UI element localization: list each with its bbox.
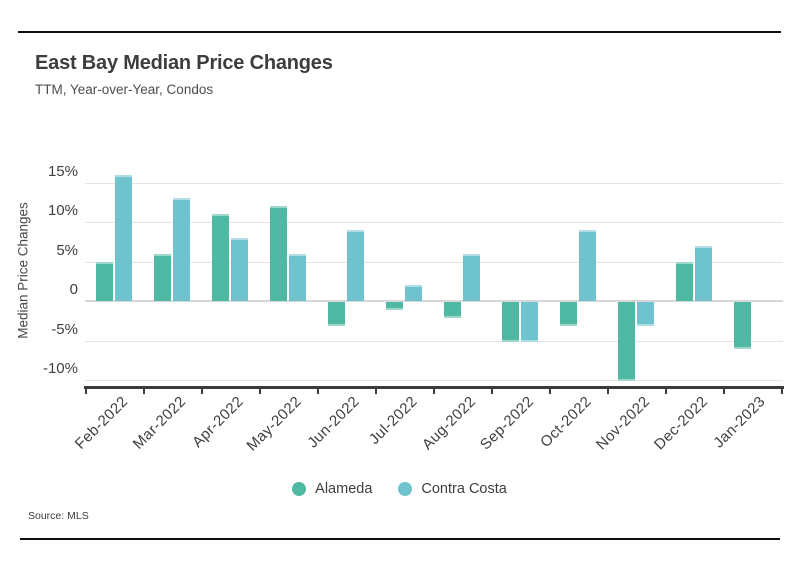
x-axis-tick xyxy=(317,389,319,394)
x-axis-line xyxy=(84,386,784,389)
bar-alameda-aug-2022 xyxy=(444,302,461,318)
x-tick-label-may-2022: May-2022 xyxy=(243,393,306,455)
x-axis-tick xyxy=(85,389,87,394)
gridline--10pct xyxy=(85,380,783,381)
x-axis-tick xyxy=(375,389,377,394)
x-tick-label-sep-2022: Sep-2022 xyxy=(476,393,538,454)
legend-item-alameda: Alameda xyxy=(292,481,372,497)
gridline-10pct xyxy=(85,222,783,223)
y-tick-label-0: 0 xyxy=(69,281,78,298)
y-tick-label-10: 10% xyxy=(47,202,78,219)
contra-costa-legend-dot-icon xyxy=(398,482,413,496)
bar-alameda-jul-2022 xyxy=(386,302,403,310)
x-axis-tick xyxy=(491,389,493,394)
bottom-divider xyxy=(20,538,780,540)
gridline-0pct xyxy=(85,300,783,302)
y-tick-label-5: 5% xyxy=(56,241,78,259)
bar-alameda-apr-2022 xyxy=(212,214,229,301)
legend-label-alameda: Alameda xyxy=(315,481,373,497)
x-axis-tick xyxy=(143,389,145,394)
x-axis-tick xyxy=(781,389,783,394)
bar-contra-costa-aug-2022 xyxy=(463,253,480,301)
gridline-5pct xyxy=(85,261,783,263)
y-axis-title: Median Price Changes xyxy=(15,202,31,339)
bar-alameda-jan-2023 xyxy=(734,302,751,350)
x-axis-tick xyxy=(723,389,725,394)
top-divider xyxy=(18,31,781,33)
bar-contra-costa-may-2022 xyxy=(289,253,306,301)
x-tick-label-jun-2022: Jun-2022 xyxy=(304,393,364,452)
bar-alameda-oct-2022 xyxy=(560,302,577,326)
x-tick-label-mar-2022: Mar-2022 xyxy=(129,393,190,453)
x-tick-label-feb-2022: Feb-2022 xyxy=(71,393,132,453)
x-axis-tick xyxy=(433,389,435,394)
bar-alameda-mar-2022 xyxy=(154,253,171,301)
chart-title: East Bay Median Price Changes xyxy=(35,52,333,74)
bar-contra-costa-jul-2022 xyxy=(405,285,422,301)
bar-alameda-nov-2022 xyxy=(618,302,635,381)
bar-contra-costa-apr-2022 xyxy=(231,237,248,301)
y-tick-label-15: 15% xyxy=(47,162,78,180)
gridline--5pct xyxy=(85,340,783,342)
x-tick-label-oct-2022: Oct-2022 xyxy=(537,393,596,451)
x-axis-tick xyxy=(549,389,551,394)
x-axis-tick xyxy=(259,389,261,394)
legend: Alameda Contra Costa xyxy=(0,481,799,497)
bar-contra-costa-feb-2022 xyxy=(115,174,132,301)
source-note: Source: MLS xyxy=(28,510,89,522)
bar-contra-costa-oct-2022 xyxy=(579,229,596,301)
chart-subtitle: TTM, Year-over-Year, Condos xyxy=(35,82,214,97)
bar-contra-costa-mar-2022 xyxy=(173,198,190,301)
y-tick-label--5: -5% xyxy=(51,320,78,338)
bar-alameda-dec-2022 xyxy=(676,261,693,301)
x-tick-label-jul-2022: Jul-2022 xyxy=(366,393,422,448)
alameda-legend-dot-icon xyxy=(292,482,307,496)
x-tick-label-dec-2022: Dec-2022 xyxy=(650,393,712,454)
bar-contra-costa-sep-2022 xyxy=(521,302,538,342)
y-tick-label--10: -10% xyxy=(42,360,78,377)
x-tick-label-nov-2022: Nov-2022 xyxy=(592,393,654,454)
bar-alameda-jun-2022 xyxy=(328,302,345,326)
bar-contra-costa-dec-2022 xyxy=(695,245,712,301)
x-axis-tick xyxy=(607,389,609,394)
x-axis-tick xyxy=(201,389,203,394)
x-tick-label-jan-2023: Jan-2023 xyxy=(710,393,770,452)
bar-alameda-feb-2022 xyxy=(96,261,113,301)
bar-alameda-may-2022 xyxy=(270,206,287,301)
x-axis-tick xyxy=(665,389,667,394)
legend-item-contra-costa: Contra Costa xyxy=(398,481,507,497)
bar-contra-costa-nov-2022 xyxy=(637,302,654,326)
x-tick-label-aug-2022: Aug-2022 xyxy=(418,393,480,454)
legend-label-contra-costa: Contra Costa xyxy=(421,481,507,497)
gridline-15pct xyxy=(85,182,783,184)
bar-alameda-sep-2022 xyxy=(502,302,519,342)
x-tick-label-apr-2022: Apr-2022 xyxy=(189,393,248,451)
bar-contra-costa-jun-2022 xyxy=(347,229,364,301)
